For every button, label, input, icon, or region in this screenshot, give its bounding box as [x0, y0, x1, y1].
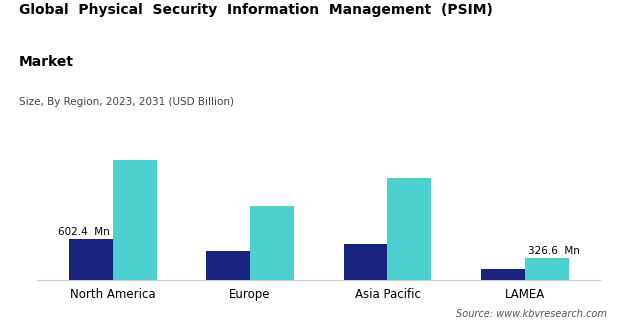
Text: Global  Physical  Security  Information  Management  (PSIM): Global Physical Security Information Man… — [19, 3, 493, 17]
Text: 326.6  Mn: 326.6 Mn — [528, 246, 579, 256]
Bar — [250, 206, 294, 280]
Bar — [113, 160, 157, 280]
Bar — [206, 251, 250, 280]
Bar — [344, 244, 387, 280]
Text: Source: www.kbvresearch.com: Source: www.kbvresearch.com — [456, 309, 607, 319]
Text: Market: Market — [19, 55, 74, 69]
Bar — [481, 270, 525, 280]
Bar — [69, 239, 113, 280]
Bar — [387, 178, 431, 280]
Text: 602.4  Mn: 602.4 Mn — [58, 227, 110, 237]
Text: Size, By Region, 2023, 2031 (USD Billion): Size, By Region, 2023, 2031 (USD Billion… — [19, 97, 233, 107]
Bar — [525, 258, 569, 280]
